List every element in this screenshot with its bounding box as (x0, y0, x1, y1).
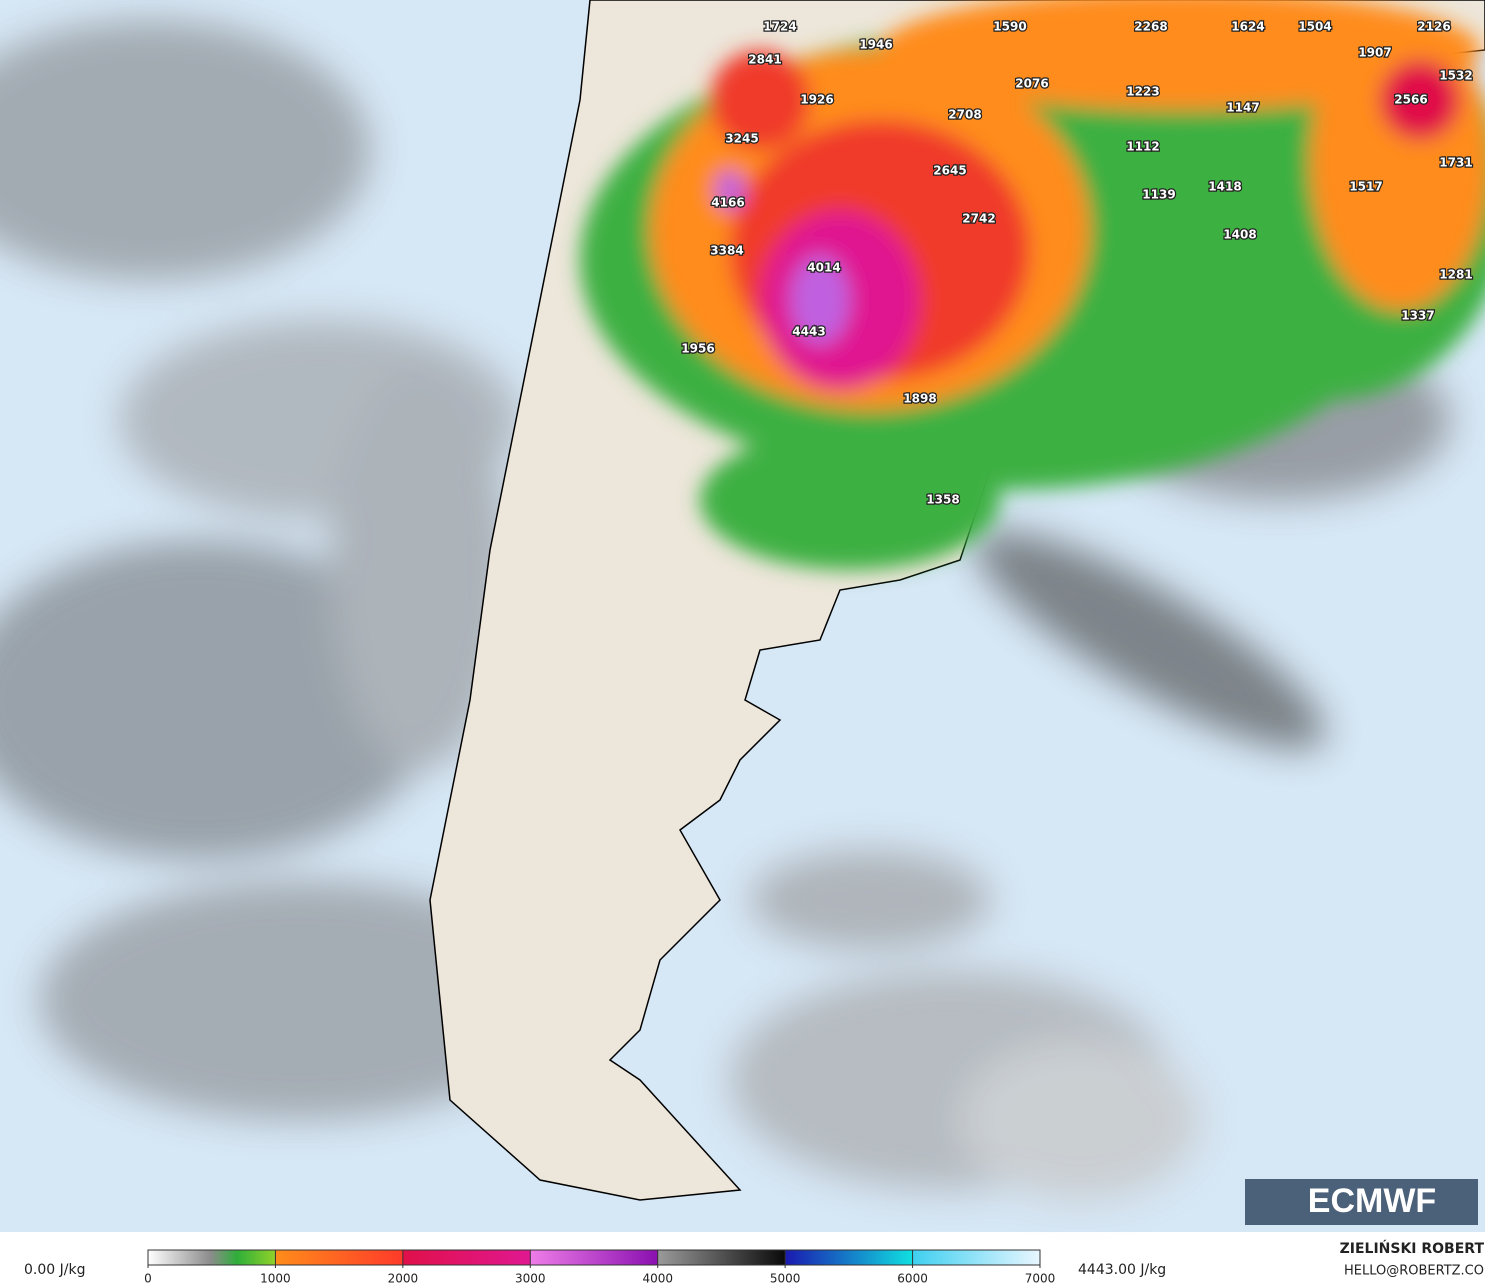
cape-label: 1946 (859, 38, 892, 52)
cape-label: 2076 (1015, 77, 1048, 91)
cape-label: 3384 (710, 244, 743, 258)
cape-label: 1624 (1231, 20, 1264, 34)
cape-label: 2645 (933, 164, 966, 178)
email: HELLO@ROBERTZ.CO (1344, 1264, 1484, 1279)
cape-label: 1223 (1126, 85, 1159, 99)
cape-label: 1517 (1349, 180, 1382, 194)
max-value: 4443.00 J/kg (1078, 1262, 1166, 1278)
cape-label: 1112 (1126, 140, 1159, 154)
cape-label: 1731 (1439, 156, 1472, 170)
logo-box (1245, 1179, 1478, 1225)
author: ZIELIŃSKI ROBERT (1340, 1239, 1485, 1257)
colorbar (147, 1249, 1041, 1266)
colorbar-tick-label: 5000 (770, 1272, 801, 1286)
cape-label: 2268 (1134, 20, 1167, 34)
colorbar-tick-label: 7000 (1025, 1272, 1056, 1286)
cape-label: 1724 (763, 20, 796, 34)
min-value: 0.00 J/kg (24, 1262, 85, 1278)
cape-label: 1956 (681, 342, 714, 356)
cape-label: 2126 (1417, 20, 1450, 34)
colorbar-tick-label: 6000 (897, 1272, 928, 1286)
cape-label: 2742 (962, 212, 995, 226)
cape-label: 1590 (993, 20, 1026, 34)
cape-label: 3245 (725, 132, 758, 146)
cape-label: 1504 (1298, 20, 1331, 34)
colorbar-tick-label: 1000 (260, 1272, 291, 1286)
colorbar-tick-label: 2000 (388, 1272, 419, 1286)
cape-label: 4014 (807, 261, 840, 275)
cape-label: 1358 (926, 493, 959, 507)
cape-label: 1418 (1208, 180, 1241, 194)
cape-label: 1898 (903, 392, 936, 406)
cape-label: 2566 (1394, 93, 1427, 107)
cape-label: 1532 (1439, 69, 1472, 83)
cape-label: 4166 (711, 196, 744, 210)
colorbar-tick-label: 3000 (515, 1272, 546, 1286)
colorbar-tick-label: 4000 (642, 1272, 673, 1286)
colorbar-tick-label: 0 (144, 1272, 152, 1286)
logo: ECMWF (1308, 1182, 1436, 1220)
cape-label: 1907 (1358, 46, 1391, 60)
cape-label: 4443 (792, 325, 825, 339)
cape-label: 1281 (1439, 268, 1472, 282)
cape-label: 1147 (1226, 101, 1259, 115)
cape-label: 1337 (1401, 309, 1434, 323)
cape-label: 1139 (1142, 188, 1175, 202)
cape-label: 2708 (948, 108, 981, 122)
cape-label: 1408 (1223, 228, 1256, 242)
cape-label: 2841 (748, 53, 781, 67)
cape-field (580, 0, 1485, 570)
cape-label: 1926 (800, 93, 833, 107)
